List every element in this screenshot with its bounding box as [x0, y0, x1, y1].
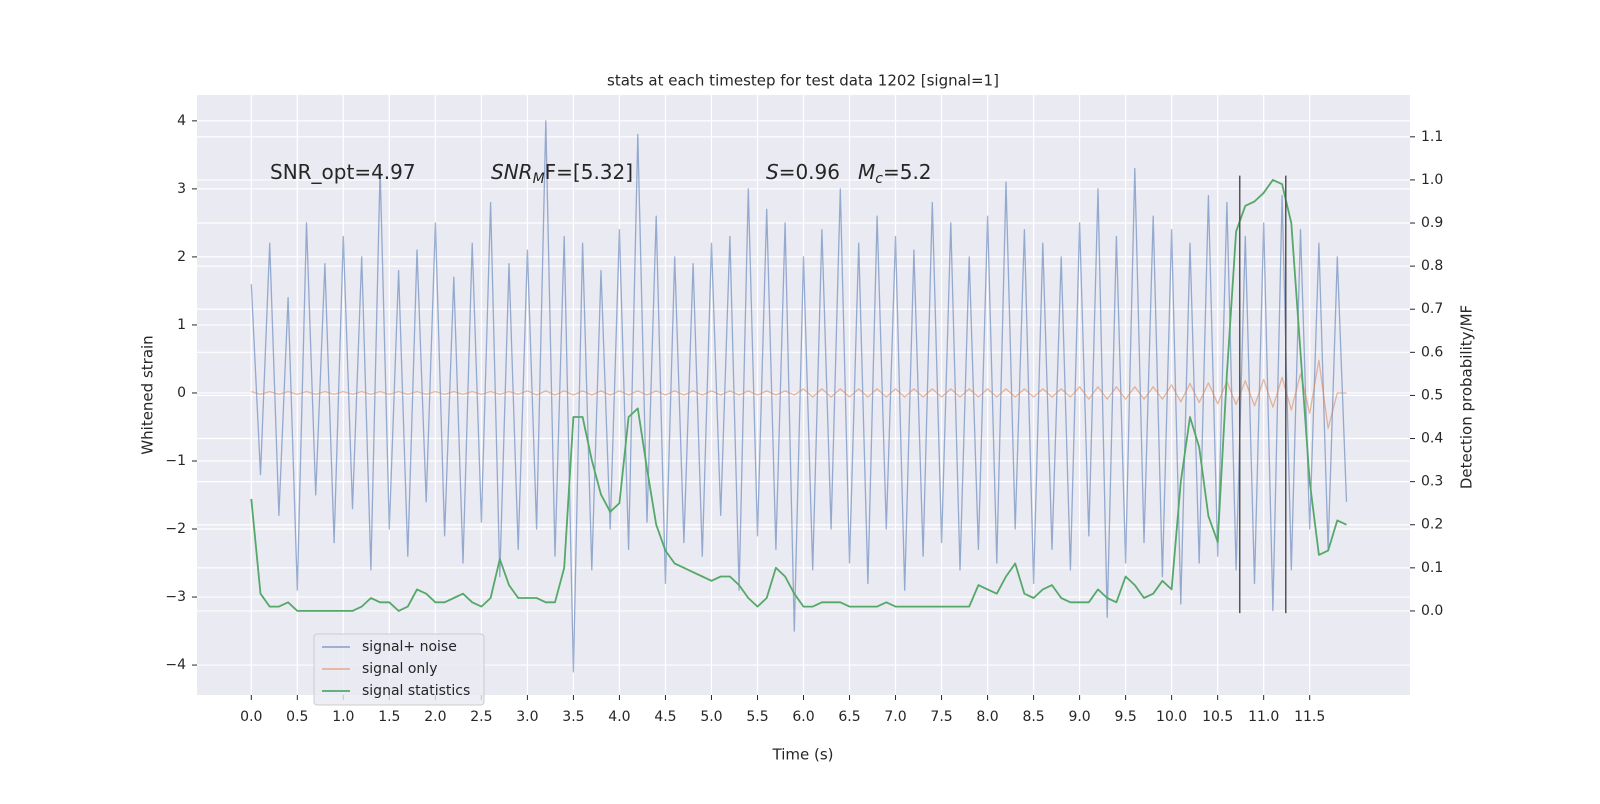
annotation-text: S [766, 160, 779, 184]
y-tick-label: 0 [177, 385, 186, 401]
legend-label: signal statistics [362, 683, 470, 699]
series-line [250, 120, 1348, 673]
y2-tick-label: 1.0 [1421, 172, 1443, 188]
x-tick-label: 11.5 [1294, 709, 1325, 725]
series-line [250, 179, 1347, 612]
x-tick-label: 3.0 [516, 709, 538, 725]
annotation-subscript: c [875, 171, 883, 187]
y-tick-label: −2 [165, 521, 186, 537]
annotation-subscript: M [533, 171, 545, 187]
y2-tick-label: 0.8 [1421, 258, 1443, 274]
annotation-text: SNR_opt=4.97 [270, 160, 416, 184]
annotation-tail: F=[5.32] [545, 160, 633, 184]
annotations: SNR_opt=4.97 SNRMF=[5.32] S=0.96 Mc=5.2 [270, 160, 932, 188]
y2-tick-label: 0.1 [1421, 560, 1443, 576]
y2-tick-label: 0.7 [1421, 301, 1443, 317]
series-line [251, 359, 1347, 429]
x-tick-label: 9.5 [1114, 709, 1136, 725]
y2-tick-label: 1.1 [1421, 129, 1443, 145]
x-tick-label: 0.0 [240, 709, 262, 725]
annotation-tail: =5.2 [883, 160, 932, 184]
legend-label: signal+ noise [362, 639, 457, 655]
annotation-text: M [858, 160, 875, 184]
y2-tick-label: 0.5 [1421, 387, 1443, 403]
x-tick-label: 10.5 [1202, 709, 1233, 725]
y-tick-label: 4 [177, 113, 186, 129]
x-tick-label: 2.5 [470, 709, 492, 725]
annotation-tail: =0.96 [779, 160, 840, 184]
legend-box [313, 633, 485, 706]
x-tick-label: 7.5 [930, 709, 952, 725]
y-tick-label: −1 [165, 453, 186, 469]
legend: signal+ noise signal only signal statistic… [313, 633, 485, 706]
x-tick-label: 6.0 [792, 709, 814, 725]
x-tick-label: 4.5 [654, 709, 676, 725]
x-tick-label: 0.5 [286, 709, 308, 725]
y-tick-label: 2 [177, 249, 186, 265]
y2-tick-label: 0.3 [1421, 474, 1443, 490]
y2-tick-label: 0.9 [1421, 215, 1443, 231]
x-tick-label: 11.0 [1248, 709, 1279, 725]
annotation: Mc=5.2 [858, 160, 932, 188]
x-tick-label: 2.0 [424, 709, 446, 725]
y2-tick-label: 0.2 [1421, 517, 1443, 533]
x-tick-label: 8.5 [1022, 709, 1044, 725]
annotation: S=0.96 [766, 160, 840, 184]
chart-title: stats at each timestep for test data 120… [607, 72, 999, 90]
x-tick-label: 9.0 [1068, 709, 1090, 725]
x-tick-label: 4.0 [608, 709, 630, 725]
x-tick-label: 5.5 [746, 709, 768, 725]
x-tick-label: 7.0 [884, 709, 906, 725]
y2-tick-label: 0.6 [1421, 344, 1443, 360]
x-tick-label: 1.0 [332, 709, 354, 725]
x-tick-label: 1.5 [378, 709, 400, 725]
y-axis-label: Whitened strain [139, 335, 157, 454]
y-tick-label: 1 [177, 317, 186, 333]
annotation: SNRMF=[5.32] [491, 160, 633, 188]
y-tick-label: 3 [177, 181, 186, 197]
marks [250, 120, 1348, 673]
x-tick-label: 6.5 [838, 709, 860, 725]
x-tick-label: 3.5 [562, 709, 584, 725]
x-tick-label: 10.0 [1156, 709, 1187, 725]
x-tick-label: 8.0 [976, 709, 998, 725]
annotation-text: SNR [491, 160, 533, 184]
y-tick-label: −4 [165, 657, 186, 673]
y2-tick-label: 0.4 [1421, 431, 1443, 447]
ticks: 0.0 0.5 1.0 1.5 2.0 2.5 3.0 3.5 4.0 4.5 5.0 5.5 6.0 6… [165, 113, 1443, 725]
y2-axis-label: Detection probability/MF [1458, 305, 1476, 489]
x-axis-label: Time (s) [772, 746, 834, 764]
y-tick-label: −3 [165, 589, 186, 605]
legend-label: signal only [362, 661, 437, 677]
x-tick-label: 5.0 [700, 709, 722, 725]
annotation: SNR_opt=4.97 [270, 160, 416, 184]
y2-tick-label: 0.0 [1421, 603, 1443, 619]
